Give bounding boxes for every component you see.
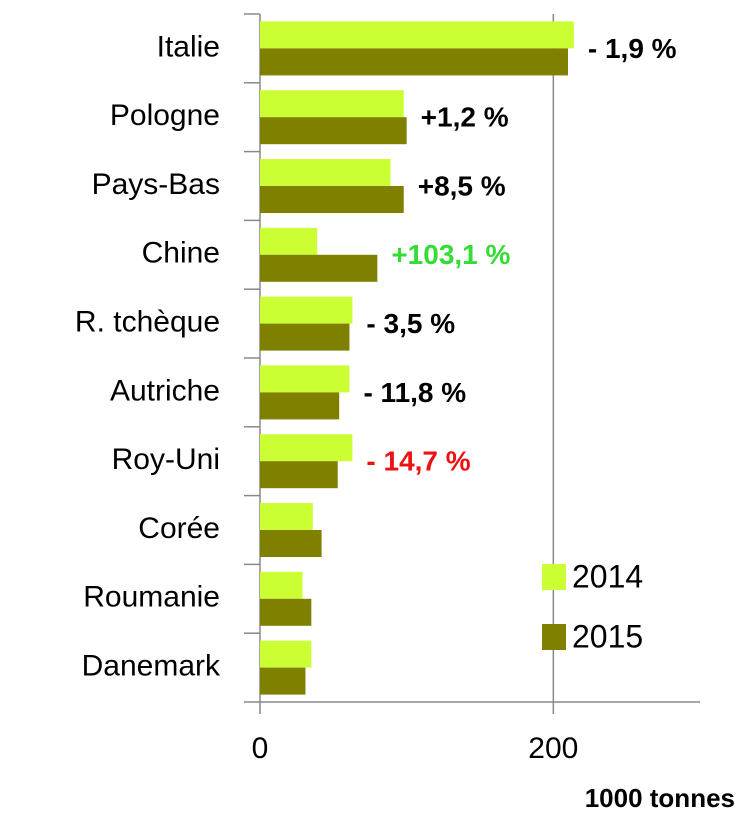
bar — [260, 434, 353, 462]
change-label: +8,5 % — [418, 170, 506, 201]
bar — [260, 159, 391, 186]
bar — [260, 21, 574, 49]
change-label: +1,2 % — [421, 102, 509, 133]
bar — [260, 503, 313, 530]
y-tick-label: Pologne — [110, 99, 220, 132]
bar — [260, 227, 318, 255]
y-tick-label: Danemark — [82, 650, 221, 683]
y-tick-label: Roumanie — [83, 581, 220, 614]
bar — [260, 667, 306, 695]
bar — [260, 90, 404, 118]
change-label: - 3,5 % — [366, 308, 455, 339]
bar — [260, 254, 378, 282]
y-tick-label: Corée — [138, 512, 220, 545]
legend-swatch — [542, 564, 566, 590]
bar — [260, 323, 350, 351]
x-tick-label: 0 — [252, 732, 269, 765]
bar — [260, 186, 404, 213]
bar — [260, 296, 353, 324]
bar — [260, 598, 312, 626]
legend-label: 2014 — [572, 558, 643, 594]
bar — [260, 530, 322, 557]
y-tick-label: Pays-Bas — [92, 168, 220, 201]
legend-swatch — [542, 624, 566, 650]
bar — [260, 117, 407, 145]
bar — [260, 365, 350, 393]
bar — [260, 571, 303, 599]
y-tick-label: Italie — [157, 30, 220, 63]
y-tick-label: Chine — [142, 237, 220, 270]
bar — [260, 461, 338, 489]
change-label: +103,1 % — [391, 239, 510, 270]
legend-label: 2015 — [572, 618, 643, 654]
bar — [260, 640, 312, 668]
change-label: - 14,7 % — [366, 446, 470, 477]
bar — [260, 392, 340, 420]
y-tick-label: Autriche — [110, 374, 220, 407]
bar — [260, 48, 568, 76]
x-axis-title: 1000 tonnes — [585, 783, 735, 813]
x-tick-label: 200 — [528, 732, 578, 765]
y-tick-label: R. tchèque — [75, 306, 220, 339]
change-label: - 1,9 % — [588, 33, 677, 64]
y-tick-label: Roy-Uni — [112, 443, 220, 476]
change-label: - 11,8 % — [363, 377, 466, 408]
